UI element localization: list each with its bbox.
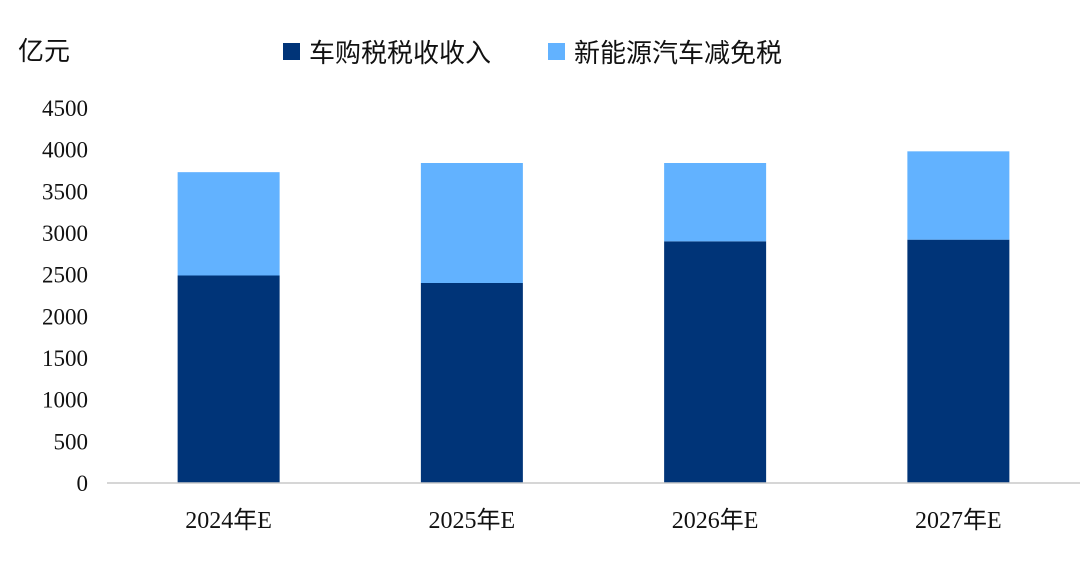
y-tick-label: 2000 <box>42 304 88 329</box>
y-tick-label: 1000 <box>42 388 88 413</box>
unit-label: 亿元 <box>18 37 70 67</box>
legend-label-1: 车购税税收收入 <box>309 39 491 69</box>
x-tick-label: 2025年E <box>429 507 516 534</box>
bar-segment-2-1 <box>177 172 280 276</box>
y-tick-label: 500 <box>54 429 89 454</box>
legend-swatch-1 <box>283 43 300 60</box>
x-axis: 2024年E 2025年E 2026年E 2027年E <box>107 482 1080 534</box>
legend-swatch-2 <box>548 43 565 60</box>
y-tick-label: 3000 <box>42 221 88 246</box>
y-tick-label: 4500 <box>42 96 88 121</box>
bar-segment-2-3 <box>664 163 767 242</box>
y-tick-label: 1500 <box>42 346 88 371</box>
bar-segment-2-4 <box>907 151 1010 240</box>
bar-segment-1-2 <box>420 283 523 483</box>
x-tick-label: 2027年E <box>915 507 1002 534</box>
x-tick-label: 2024年E <box>185 507 272 534</box>
legend: 车购税税收收入 新能源汽车减免税 <box>283 39 782 69</box>
bar-segment-2-2 <box>420 163 523 283</box>
bar-segment-1-4 <box>907 239 1010 483</box>
bars <box>177 151 1010 483</box>
y-tick-label: 4000 <box>42 138 88 163</box>
bar-segment-1-3 <box>664 241 767 483</box>
y-tick-label: 3500 <box>42 179 88 204</box>
y-tick-label: 2500 <box>42 263 88 288</box>
legend-label-2: 新能源汽车减免税 <box>574 39 782 69</box>
x-tick-label: 2026年E <box>672 507 759 534</box>
bar-segment-1-1 <box>177 275 280 483</box>
y-axis: 0 500 1000 1500 2000 2500 3000 3500 4000 4500 <box>42 96 88 496</box>
y-tick-label: 0 <box>77 471 89 496</box>
